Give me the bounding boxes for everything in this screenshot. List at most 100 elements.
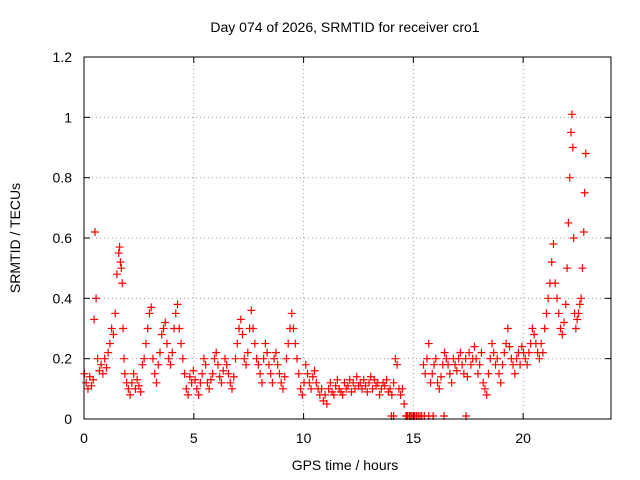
data-point-marker [310,366,319,375]
data-point-marker [220,354,229,363]
data-point-marker [206,375,215,384]
data-point-marker [454,354,463,363]
data-point-marker [475,360,484,369]
data-point-marker [199,354,208,363]
data-point-marker [387,390,396,399]
data-point-marker [164,354,173,363]
data-point-marker [312,378,321,387]
x-tick-label: 0 [80,430,88,446]
data-point-marker [482,390,491,399]
data-point-marker [249,324,258,333]
data-point-marker [133,375,142,384]
data-point-marker [177,339,186,348]
data-point-marker [465,348,474,357]
data-point-marker [292,354,301,363]
data-point-marker [231,354,240,363]
data-point-marker [458,360,467,369]
data-point-marker [549,240,558,249]
data-point-marker [338,390,347,399]
data-point-marker [185,372,194,381]
data-point-marker [510,369,519,378]
data-point-marker [294,369,303,378]
data-point-marker [224,369,233,378]
data-point-marker [184,390,193,399]
data-point-marker [159,324,168,333]
data-point-marker [254,360,263,369]
data-point-marker [92,294,101,303]
data-point-marker [118,279,127,288]
data-point-marker [109,330,118,339]
data-point-marker [500,348,509,357]
data-point-marker [424,339,433,348]
data-point-marker [90,227,99,236]
data-point-marker [289,324,298,333]
data-point-marker [575,300,584,309]
data-point-marker [551,279,560,288]
data-point-marker [296,384,305,393]
data-point-marker [389,378,398,387]
data-point-marker [579,227,588,236]
y-tick-label: 0.6 [53,230,73,246]
data-point-marker [564,218,573,227]
data-point-marker [287,309,296,318]
data-point-marker [240,354,249,363]
data-point-marker [217,378,226,387]
data-point-marker [138,360,147,369]
data-point-marker [291,339,300,348]
data-point-marker [484,369,493,378]
data-point-marker [252,354,261,363]
data-point-marker [433,378,442,387]
data-point-marker [558,330,567,339]
data-point-marker [317,384,326,393]
data-point-marker [145,309,154,318]
data-point-marker [100,354,109,363]
data-point-marker [528,324,537,333]
data-point-marker [489,348,498,357]
data-point-marker [163,339,172,348]
data-point-marker [112,270,121,279]
data-point-marker [333,375,342,384]
data-point-marker [266,369,275,378]
data-point-marker [178,354,187,363]
data-point-marker [463,372,472,381]
data-point-marker [517,342,526,351]
data-point-marker [565,173,574,182]
data-point-marker [198,369,207,378]
data-point-marker [422,354,431,363]
data-point-marker [452,366,461,375]
data-point-marker [428,369,437,378]
data-point-marker [477,348,486,357]
data-point-marker [150,369,159,378]
data-point-marker [521,354,530,363]
data-point-marker [263,348,272,357]
x-tick-label: 15 [406,430,422,446]
data-point-marker [326,378,335,387]
data-point-marker [213,360,222,369]
data-point-marker [222,360,231,369]
data-point-marker [134,381,143,390]
data-point-marker [119,354,128,363]
data-point-marker [250,339,259,348]
data-point-marker [535,354,544,363]
data-point-marker [104,348,113,357]
data-point-marker [226,378,235,387]
data-point-marker [442,354,451,363]
data-point-marker [496,378,505,387]
data-point-marker [396,390,405,399]
data-point-marker [505,342,514,351]
data-point-marker [568,143,577,152]
data-point-marker [189,366,198,375]
data-point-marker [89,375,98,384]
data-point-marker [116,258,125,267]
data-point-marker [298,390,307,399]
data-point-marker [509,360,518,369]
data-point-marker [430,360,439,369]
data-point-marker [349,378,358,387]
data-point-marker [563,264,572,273]
data-point-marker [180,369,189,378]
data-point-marker [242,360,251,369]
data-points [80,110,590,420]
data-point-marker [275,369,284,378]
data-point-marker [363,387,372,396]
data-point-marker [273,360,282,369]
